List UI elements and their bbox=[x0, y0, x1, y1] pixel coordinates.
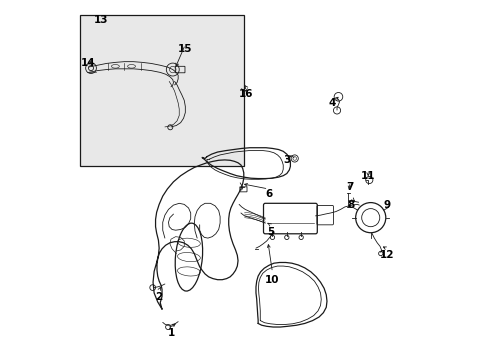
Text: 1: 1 bbox=[167, 328, 174, 338]
Text: 4: 4 bbox=[328, 98, 335, 108]
Text: 9: 9 bbox=[383, 200, 390, 210]
Text: 13: 13 bbox=[94, 15, 108, 26]
Text: 6: 6 bbox=[264, 189, 272, 199]
Text: 14: 14 bbox=[81, 58, 96, 68]
Text: 3: 3 bbox=[283, 155, 290, 165]
Text: 2: 2 bbox=[155, 292, 163, 302]
Text: 16: 16 bbox=[239, 89, 253, 99]
Text: 7: 7 bbox=[346, 182, 353, 192]
Text: 12: 12 bbox=[379, 250, 394, 260]
Text: 15: 15 bbox=[178, 44, 192, 54]
Text: 11: 11 bbox=[360, 171, 375, 181]
Text: 10: 10 bbox=[264, 275, 279, 285]
Text: 8: 8 bbox=[347, 200, 354, 210]
Text: 5: 5 bbox=[266, 227, 273, 237]
FancyBboxPatch shape bbox=[80, 15, 244, 166]
